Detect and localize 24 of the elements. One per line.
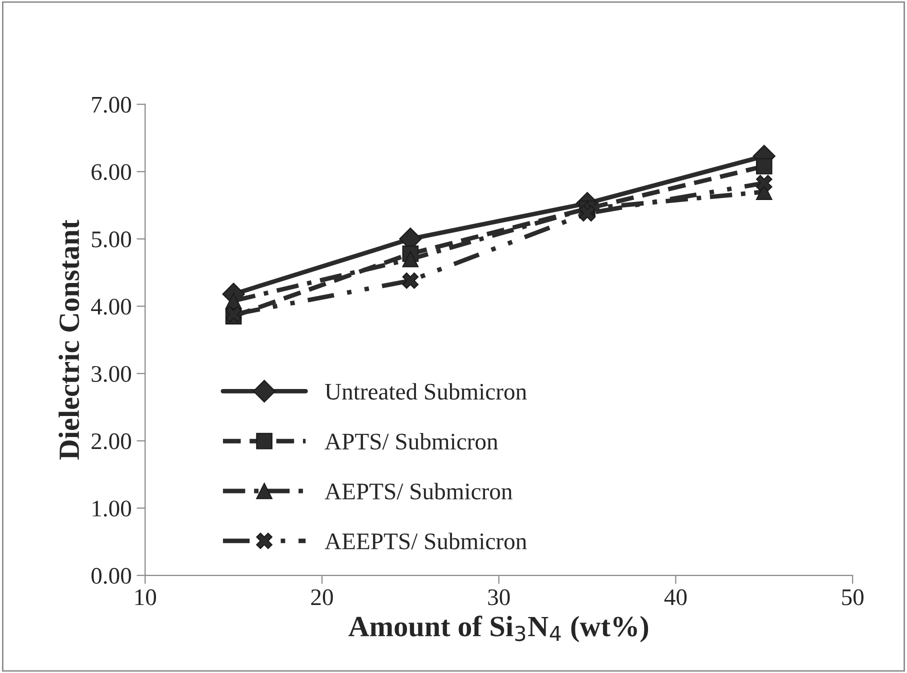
y-tick-label: 7.00 [92,96,132,113]
x-axis-title: Amount of Si$_{3}$N$_{4}$ (wt%) [348,616,648,642]
x-tick-label: 50 [842,589,864,606]
y-tick-label: 3.00 [92,366,132,382]
x-tick-label: 30 [488,589,510,606]
point [756,174,772,192]
y-tick-label: 6.00 [92,164,132,180]
legend-label: AEEPTS/ Submicron [324,532,527,550]
y-tick-label: 2.00 [92,433,132,450]
point [402,272,419,289]
point [402,250,419,268]
point [756,158,772,174]
legend-label: APTS/ Submicron [324,432,498,450]
y-tick-label: 4.00 [91,298,132,315]
point [579,205,596,222]
legend-label: AEPTS/ Submicron [324,482,512,500]
legend-label: Untreated Submicron [324,383,527,400]
x-tick-label: 40 [664,589,687,606]
x-tick-label: 20 [311,589,333,606]
y-tick-label: 1.00 [92,500,132,517]
y-tick-label: 5.00 [92,231,132,248]
y-axis-title: Dielectric Constant [58,220,80,460]
y-tick-label: 0.00 [92,568,132,584]
x-tick-label: 10 [135,589,156,606]
